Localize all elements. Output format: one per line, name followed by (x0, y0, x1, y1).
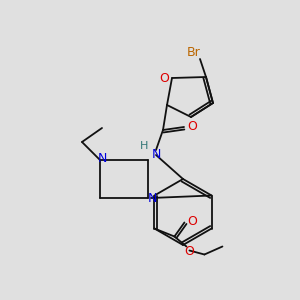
Text: H: H (140, 141, 148, 151)
Text: O: O (159, 73, 169, 85)
Text: O: O (184, 245, 194, 258)
Text: N: N (147, 193, 157, 206)
Text: N: N (97, 152, 107, 166)
Text: O: O (187, 119, 197, 133)
Text: O: O (188, 215, 197, 228)
Text: N: N (151, 148, 161, 160)
Text: Br: Br (187, 46, 201, 59)
